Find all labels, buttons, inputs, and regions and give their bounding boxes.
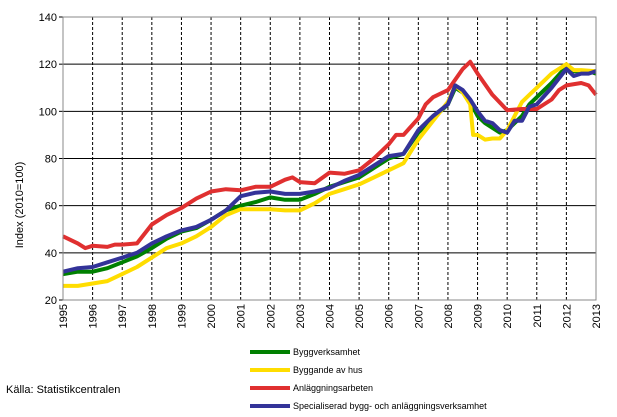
x-tick-label: 2006	[384, 304, 396, 328]
plot-border	[62, 16, 597, 301]
x-tick-label: 1996	[88, 304, 100, 328]
legend: Byggverksamhet Byggande av hus Anläggnings…	[250, 347, 487, 411]
y-tick-label: 40	[45, 248, 57, 260]
y-tick-label: 100	[39, 106, 57, 118]
series-lines	[62, 59, 598, 288]
series-line-3	[62, 59, 598, 251]
x-tick-label: 2005	[354, 304, 366, 328]
y-tick-label: 20	[45, 295, 57, 307]
x-tick-label: 2004	[325, 304, 337, 328]
y-tick-label: 140	[39, 12, 57, 24]
grid	[59, 16, 596, 301]
source-note: Källa: Statistikcentralen	[6, 384, 120, 396]
x-tick-label: 2007	[413, 304, 425, 328]
x-tick-label: 2008	[443, 304, 455, 328]
x-tick-label: 1999	[176, 304, 188, 328]
x-tick-label: 1995	[58, 304, 70, 328]
x-tick-labels: 1995 1996 1997 1998 1999 2000 2001 2002 2003 2004…	[58, 304, 603, 328]
y-axis-label: Index (2010=100)	[14, 162, 26, 249]
x-tick-label: 2003	[295, 304, 307, 328]
x-tick-label: 1997	[117, 304, 129, 328]
legend-label: Byggverksamhet	[293, 347, 361, 357]
y-tick-labels: 20 40 60 80 100 120 140	[39, 12, 57, 307]
legend-label: Specialiserad bygg- och anläggningsverks…	[293, 401, 487, 411]
legend-label: Anläggningsarbeten	[293, 383, 373, 393]
y-tick-label: 120	[39, 59, 57, 71]
x-tick-label: 2001	[236, 304, 248, 328]
x-tick-label: 1998	[147, 304, 159, 328]
x-tick-label: 2000	[206, 304, 218, 328]
x-tick-label: 2010	[502, 304, 514, 328]
y-tick-label: 80	[45, 154, 57, 166]
series-line-2	[63, 62, 597, 288]
x-tick-label: 2013	[591, 304, 603, 328]
y-tick-label: 60	[45, 201, 57, 213]
x-tick-label: 2012	[561, 304, 573, 328]
legend-label: Byggande av hus	[293, 365, 363, 375]
x-tick-label: 2002	[265, 304, 277, 328]
x-tick-label: 2011	[532, 304, 544, 328]
series-line-4	[62, 66, 597, 274]
x-tick-label: 2009	[473, 304, 485, 328]
